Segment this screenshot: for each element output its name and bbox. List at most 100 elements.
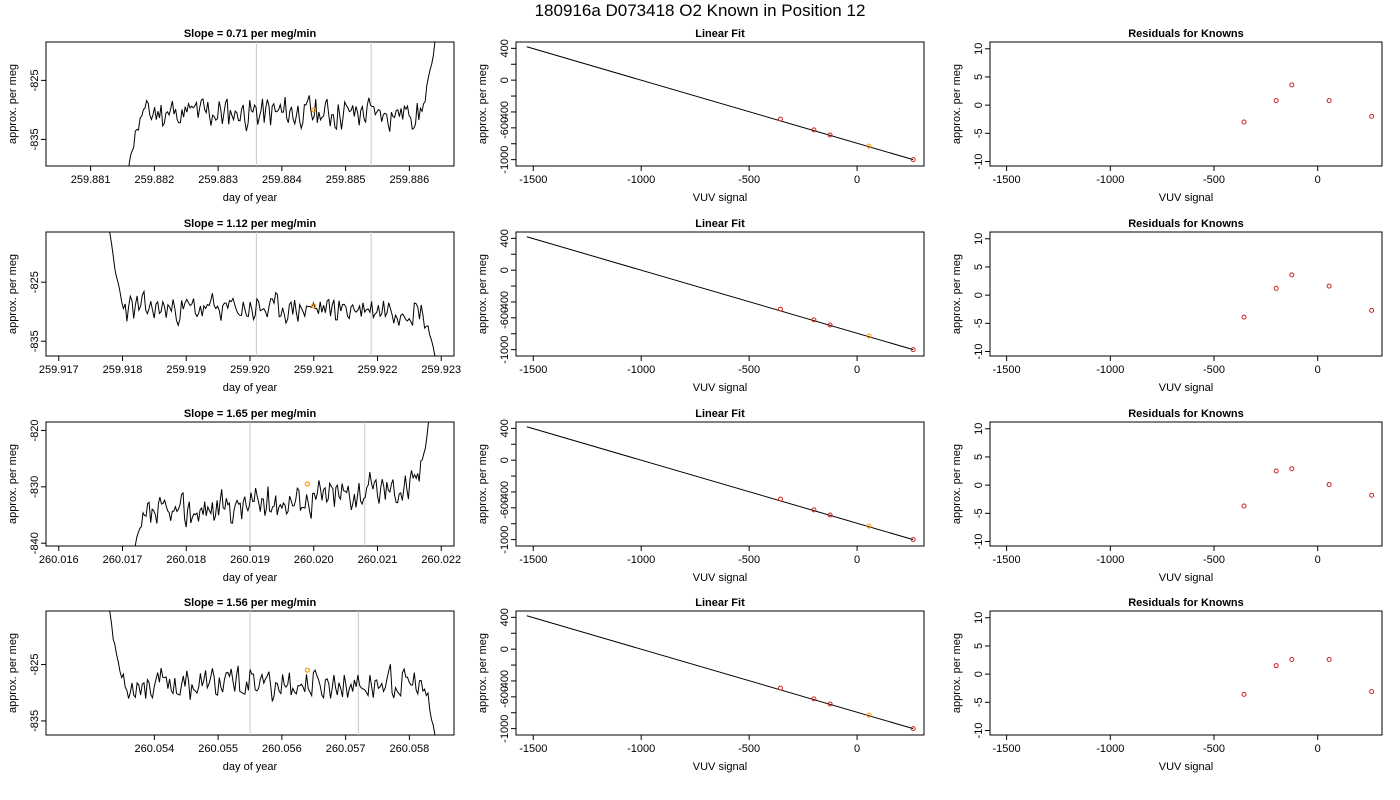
fit-data-point: [777, 496, 783, 502]
fit-data-point: [866, 143, 872, 149]
residual-x-tick-label: -500: [1203, 743, 1225, 755]
fit-y-tick-label: -400: [499, 291, 511, 313]
series-y-axis-label: approx. per meg: [7, 444, 19, 524]
sample-marker-point: [311, 303, 317, 309]
time-series-line: [109, 611, 436, 735]
residual-y-tick-label: 0: [973, 671, 985, 677]
fit-x-tick-label: -1500: [519, 554, 547, 566]
fit-line: [526, 236, 914, 351]
residual-y-tick-label: 0: [973, 482, 985, 488]
residual-x-tick-label: -500: [1203, 554, 1225, 566]
linear-fit-plot-area: [526, 615, 916, 732]
time-series-panel: Slope = 1.12 per meg/min 259.917 259.918 25…: [7, 218, 461, 394]
residual-plot-frame: [989, 231, 1383, 357]
series-x-tick-label: 259.921: [294, 364, 334, 376]
series-x-tick-label: 260.058: [389, 743, 429, 755]
residuals-plot-area: [1241, 656, 1375, 697]
residual-y-tick-label: -10: [973, 344, 985, 360]
residual-y-tick-label: -5: [973, 508, 985, 518]
fit-data-point: [811, 696, 817, 702]
figure-title: 180916a D073418 O2 Known in Position 12: [534, 1, 866, 20]
series-y-axis-label: approx. per meg: [7, 64, 19, 144]
fit-y-axis-label: approx. per meg: [477, 254, 489, 334]
fit-y-tick-label: -600: [499, 307, 511, 329]
residual-y-tick-label: 10: [973, 233, 985, 245]
series-x-tick-label: 259.884: [262, 174, 302, 186]
fit-x-tick-label: 0: [854, 364, 860, 376]
fit-plot-frame: [515, 231, 925, 357]
series-x-axis-label: day of year: [223, 382, 278, 394]
residual-y-tick-label: 5: [973, 643, 985, 649]
residual-point: [1289, 82, 1295, 88]
residuals-panel: Residuals for Knowns -1500 -1000 -500 0 VUV s…: [951, 597, 1383, 773]
residual-y-tick-label: 10: [973, 43, 985, 55]
fit-data-point: [827, 701, 833, 707]
fit-x-tick-label: -500: [738, 554, 760, 566]
series-y-tick-label: -835: [29, 330, 41, 352]
series-x-tick-label: 260.057: [326, 743, 366, 755]
fit-y-tick-label: -1000: [499, 146, 511, 174]
residual-x-tick-label: 0: [1315, 554, 1321, 566]
fit-x-tick-label: -1000: [627, 174, 655, 186]
time-series-panel: Slope = 0.71 per meg/min 259.881 259.882 25…: [7, 28, 455, 204]
series-x-tick-label: 259.923: [421, 364, 461, 376]
fit-y-tick-label: 0: [499, 457, 511, 463]
linear-fit-plot-area: [526, 426, 916, 543]
residual-y-axis-label: approx. per meg: [951, 444, 963, 524]
residual-point: [1369, 307, 1375, 313]
residual-y-tick-label: 5: [973, 264, 985, 270]
linear-fit-plot-area: [526, 236, 916, 353]
series-x-tick-label: 260.017: [103, 554, 143, 566]
residual-y-tick-label: 0: [973, 102, 985, 108]
residual-y-tick-label: -5: [973, 128, 985, 138]
series-y-tick-label: -840: [29, 532, 41, 554]
residual-y-tick-label: -10: [973, 723, 985, 739]
fit-title: Linear Fit: [695, 597, 745, 609]
time-series-line: [109, 232, 436, 356]
residual-plot-frame: [989, 610, 1383, 736]
series-x-tick-label: 260.021: [358, 554, 398, 566]
residual-x-tick-label: -1500: [993, 743, 1021, 755]
series-x-axis-label: day of year: [223, 761, 278, 773]
residual-point: [1241, 119, 1247, 125]
series-title: Slope = 0.71 per meg/min: [184, 28, 317, 40]
sample-marker-point: [304, 481, 310, 487]
residual-title: Residuals for Knowns: [1128, 28, 1244, 40]
residual-y-tick-label: -5: [973, 697, 985, 707]
residual-point: [1273, 285, 1279, 291]
residual-x-tick-label: 0: [1315, 743, 1321, 755]
fit-y-tick-label: -600: [499, 117, 511, 139]
fit-x-tick-label: -1500: [519, 364, 547, 376]
fit-x-tick-label: -500: [738, 743, 760, 755]
series-x-tick-label: 260.054: [134, 743, 174, 755]
residual-y-tick-label: -10: [973, 534, 985, 550]
fit-x-tick-label: 0: [854, 743, 860, 755]
residual-y-tick-label: 0: [973, 292, 985, 298]
residuals-panel: Residuals for Knowns -1500 -1000 -500 0 VUV s…: [951, 218, 1383, 394]
series-y-tick-label: -830: [29, 476, 41, 498]
time-series-plot-area: [128, 42, 436, 166]
linear-fit-panel: Linear Fit -1500 -1000 -500 0 VUV signal -1000…: [477, 408, 925, 584]
time-series-panel: Slope = 1.56 per meg/min 260.054 260.055 26…: [7, 597, 455, 773]
series-y-tick-label: -825: [29, 271, 41, 293]
fit-data-point: [910, 347, 916, 353]
series-x-tick-label: 260.019: [230, 554, 270, 566]
residuals-panel: Residuals for Knowns -1500 -1000 -500 0 VUV s…: [951, 408, 1383, 584]
residual-x-tick-label: 0: [1315, 364, 1321, 376]
fit-x-tick-label: -1000: [627, 554, 655, 566]
fit-data-point: [777, 685, 783, 691]
residual-y-tick-label: 5: [973, 454, 985, 460]
fit-line: [526, 615, 914, 730]
residual-point: [1289, 466, 1295, 472]
residual-x-axis-label: VUV signal: [1159, 382, 1213, 394]
series-x-tick-label: 260.055: [198, 743, 238, 755]
fit-data-point: [777, 306, 783, 312]
series-x-tick-label: 259.918: [103, 364, 143, 376]
series-y-tick-label: -825: [29, 69, 41, 91]
fit-title: Linear Fit: [695, 28, 745, 40]
fit-data-point: [827, 322, 833, 328]
fit-x-tick-label: 0: [854, 554, 860, 566]
residual-point: [1273, 98, 1279, 104]
residual-point: [1369, 113, 1375, 119]
